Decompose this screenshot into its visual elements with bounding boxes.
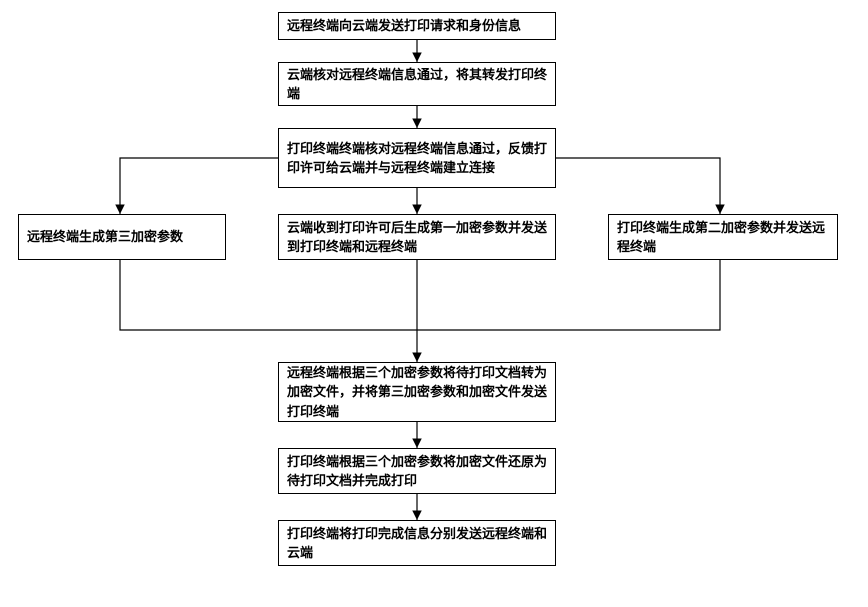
flow-node-label: 远程终端根据三个加密参数将待打印文档转为加密文件，并将第三加密参数和加密文件发送… — [287, 363, 547, 422]
flowchart-canvas: 远程终端向云端发送打印请求和身份信息云端核对远程终端信息通过，将其转发打印终端打… — [0, 0, 868, 607]
flow-node-n1: 远程终端向云端发送打印请求和身份信息 — [278, 12, 556, 40]
flow-edge — [556, 158, 720, 214]
flow-edge — [120, 260, 417, 330]
flow-node-label: 打印终端将打印完成信息分别发送远程终端和云端 — [287, 524, 547, 563]
flow-node-label: 远程终端向云端发送打印请求和身份信息 — [287, 16, 521, 36]
flow-node-label: 云端核对远程终端信息通过，将其转发打印终端 — [287, 65, 547, 104]
flow-node-n6: 打印终端生成第二加密参数并发送远程终端 — [608, 214, 838, 260]
flow-node-n5: 云端收到打印许可后生成第一加密参数并发送到打印终端和远程终端 — [278, 214, 556, 260]
flow-node-n7: 远程终端根据三个加密参数将待打印文档转为加密文件，并将第三加密参数和加密文件发送… — [278, 362, 556, 422]
flow-node-label: 打印终端根据三个加密参数将加密文件还原为待打印文档并完成打印 — [287, 452, 547, 491]
flow-node-label: 打印终端终端核对远程终端信息通过，反馈打印许可给云端并与远程终端建立连接 — [287, 139, 547, 178]
flow-node-n8: 打印终端根据三个加密参数将加密文件还原为待打印文档并完成打印 — [278, 448, 556, 494]
flow-node-label: 打印终端生成第二加密参数并发送远程终端 — [617, 218, 829, 257]
flow-edge — [417, 260, 720, 330]
flow-node-n3: 打印终端终端核对远程终端信息通过，反馈打印许可给云端并与远程终端建立连接 — [278, 128, 556, 188]
flow-node-n4: 远程终端生成第三加密参数 — [18, 214, 226, 260]
flow-node-label: 云端收到打印许可后生成第一加密参数并发送到打印终端和远程终端 — [287, 218, 547, 257]
flow-node-label: 远程终端生成第三加密参数 — [27, 227, 183, 247]
flow-node-n2: 云端核对远程终端信息通过，将其转发打印终端 — [278, 62, 556, 106]
flow-node-n9: 打印终端将打印完成信息分别发送远程终端和云端 — [278, 520, 556, 566]
flow-edge — [120, 158, 278, 214]
